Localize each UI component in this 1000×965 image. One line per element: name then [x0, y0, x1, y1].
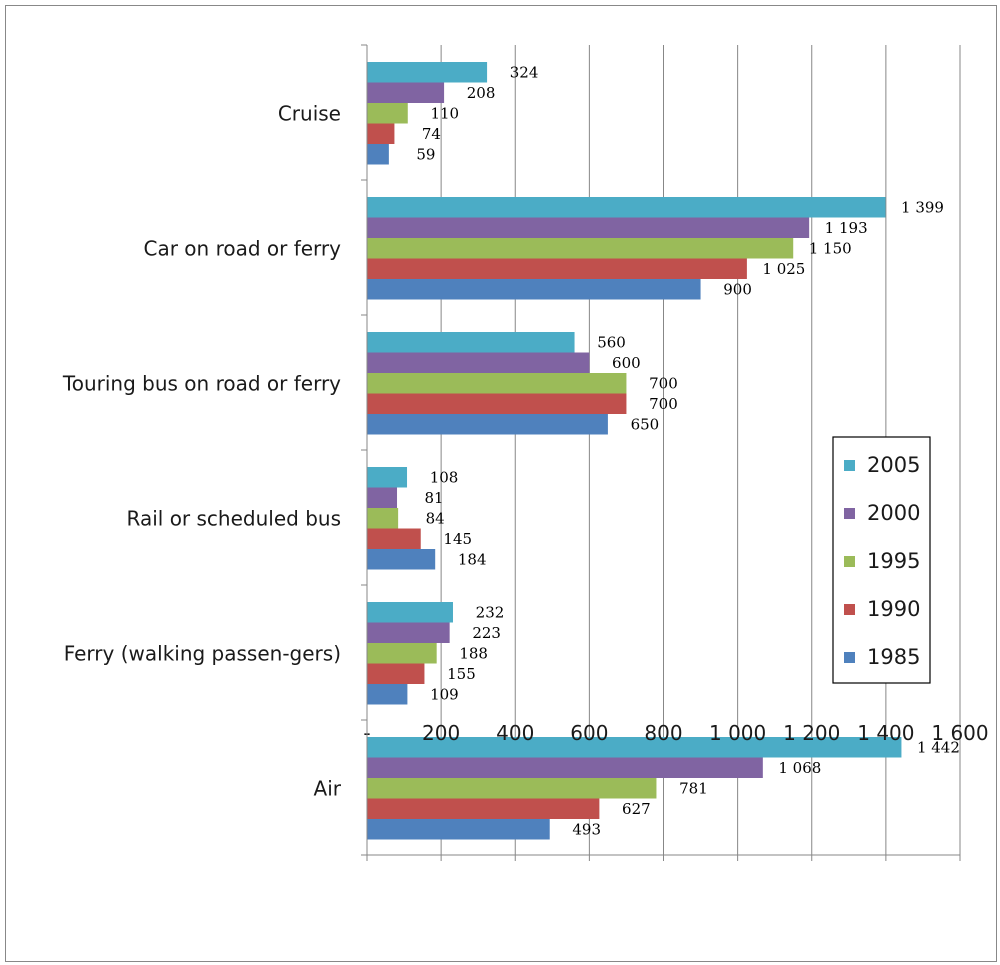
data-label: 493 — [572, 820, 601, 838]
bar — [367, 643, 437, 664]
legend-label: 1990 — [867, 597, 920, 621]
legend-label: 1985 — [867, 645, 920, 669]
data-label: 324 — [510, 63, 539, 81]
bar — [367, 373, 627, 394]
x-tick-label: 200 — [422, 721, 460, 745]
bar — [367, 528, 421, 549]
data-label: 223 — [472, 624, 501, 642]
data-label: 1 150 — [809, 239, 852, 257]
data-label: 1 193 — [825, 219, 868, 237]
bar — [367, 197, 886, 218]
category-label: Touring bus on road or ferry — [62, 371, 341, 395]
bar — [367, 508, 399, 529]
data-label: 627 — [622, 800, 651, 818]
category-label: Air — [314, 776, 342, 800]
bar — [367, 602, 453, 623]
data-label: 108 — [430, 468, 459, 486]
bar — [367, 144, 389, 165]
bar — [367, 622, 450, 643]
legend-label: 1995 — [867, 549, 920, 573]
data-label: 208 — [467, 84, 496, 102]
data-label: 110 — [430, 104, 459, 122]
x-tick-label: 600 — [570, 721, 608, 745]
grid-lines — [440, 45, 961, 855]
bar — [367, 487, 398, 508]
data-label: 184 — [458, 550, 487, 568]
data-label: 600 — [612, 354, 641, 372]
category-label: Rail or scheduled bus — [127, 506, 341, 530]
data-label: 700 — [649, 395, 678, 413]
bars — [367, 62, 902, 840]
bar — [367, 778, 657, 799]
data-label: 84 — [426, 509, 445, 527]
x-tick-label: 400 — [496, 721, 534, 745]
bar — [367, 103, 408, 124]
bar — [367, 258, 747, 279]
bar — [367, 238, 794, 259]
bar — [367, 684, 408, 705]
data-label: 232 — [476, 603, 505, 621]
legend-swatch — [844, 508, 855, 519]
data-label: 1 399 — [901, 198, 944, 216]
x-tick-label: 800 — [644, 721, 682, 745]
bar — [367, 393, 627, 414]
bar — [367, 62, 488, 83]
bar — [367, 82, 445, 103]
category-label: Car on road or ferry — [144, 236, 342, 260]
legend-swatch — [844, 652, 855, 663]
data-label: 1 442 — [917, 738, 960, 756]
data-label: 59 — [416, 145, 435, 163]
data-label: 155 — [447, 665, 476, 683]
bar — [367, 663, 425, 684]
bar — [367, 352, 590, 373]
data-label: 1 068 — [778, 759, 821, 777]
legend-label: 2000 — [867, 501, 920, 525]
bar — [367, 819, 550, 840]
category-label: Ferry (walking passen-gers) — [64, 641, 341, 665]
bar — [367, 549, 436, 570]
data-label: 188 — [459, 644, 488, 662]
category-label: Cruise — [278, 101, 341, 125]
legend: 2005 2000 1995 1990 1985 — [832, 436, 931, 684]
bar — [367, 217, 810, 238]
bar — [367, 123, 395, 144]
data-label: 700 — [649, 374, 678, 392]
data-label: 650 — [631, 415, 660, 433]
legend-swatch — [844, 460, 855, 471]
legend-label: 2005 — [867, 453, 920, 477]
data-label: 781 — [679, 779, 708, 797]
data-label: 81 — [424, 489, 443, 507]
x-tick-label: 1 000 — [709, 721, 766, 745]
data-label: 560 — [597, 333, 626, 351]
bar — [367, 798, 600, 819]
x-tick-label: 1 600 — [931, 721, 988, 745]
legend-swatch — [844, 556, 855, 567]
data-label: 109 — [430, 685, 459, 703]
data-label: 1 025 — [762, 260, 805, 278]
x-tick-label: 1 400 — [857, 721, 914, 745]
data-label: 74 — [422, 125, 441, 143]
bar — [367, 467, 408, 488]
bar — [367, 737, 902, 758]
data-label: 900 — [723, 280, 752, 298]
legend-swatch — [844, 604, 855, 615]
bar — [367, 757, 763, 778]
data-label: 145 — [443, 530, 472, 548]
x-tick-label: 1 200 — [783, 721, 840, 745]
bar — [367, 414, 608, 435]
bar — [367, 332, 575, 353]
bar — [367, 279, 701, 300]
